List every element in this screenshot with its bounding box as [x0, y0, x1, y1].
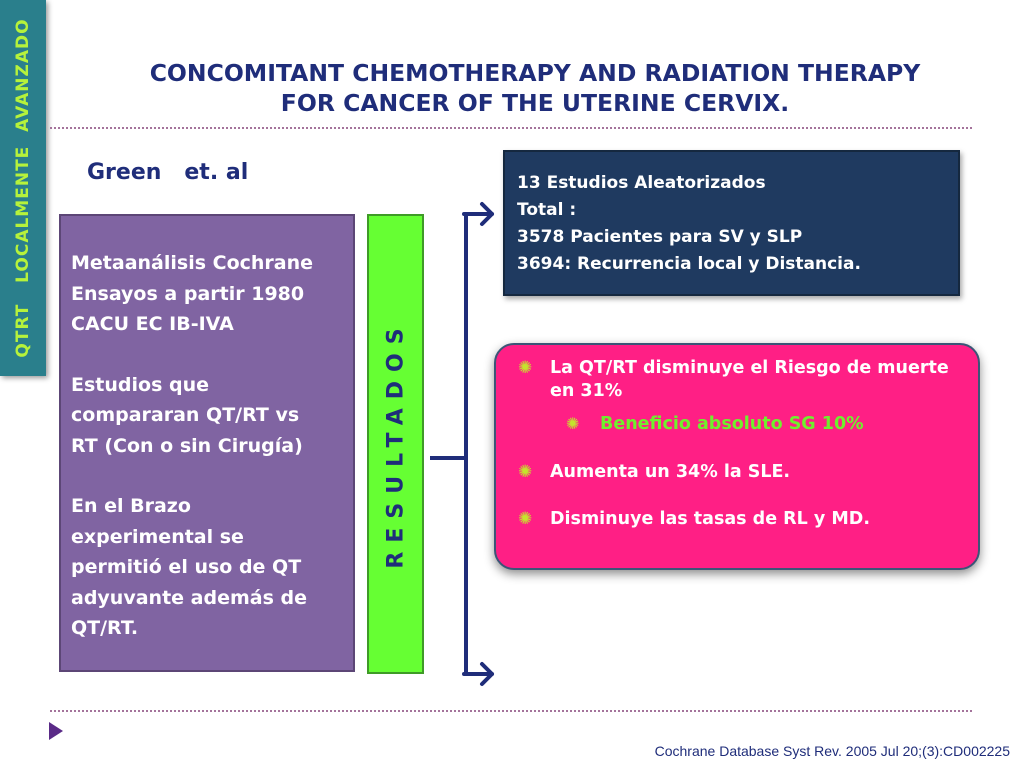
- sunburst-bullet-icon: ✺: [518, 462, 533, 482]
- sunburst-bullet-icon: ✺: [518, 358, 533, 378]
- methods-line: permitió el uso de QT: [71, 556, 302, 578]
- play-arrow-icon[interactable]: [49, 722, 63, 740]
- finding-item: ✺ Aumenta un 34% la SLE.: [518, 461, 968, 484]
- bottom-divider: [50, 710, 972, 712]
- finding-sub-text: Beneficio absoluto SG 10%: [600, 414, 864, 434]
- side-tab: QTRT LOCALMENTE AVANZADO: [0, 0, 46, 376]
- methods-line: experimental se: [71, 525, 244, 548]
- study-line: 13 Estudios Aleatorizados: [517, 173, 766, 193]
- slide-title-line-2: FOR CANCER OF THE UTERINE CERVIX.: [280, 89, 790, 117]
- study-line: 3694: Recurrencia local y Distancia.: [517, 254, 861, 274]
- results-bar: RESULTADOS: [367, 214, 424, 674]
- finding-item: ✺ Disminuye las tasas de RL y MD.: [518, 508, 968, 531]
- study-line: 3578 Pacientes para SV y SLP: [517, 227, 803, 247]
- methods-line: Ensayos a partir 1980: [71, 282, 305, 305]
- study-summary-box: 13 Estudios Aleatorizados Total : 3578 P…: [503, 150, 960, 296]
- study-line: Total :: [517, 200, 577, 220]
- methods-line: CACU EC IB-IVA: [71, 313, 234, 335]
- slide-title-line-1: CONCOMITANT CHEMOTHERAPY AND RADIATION T…: [149, 59, 921, 87]
- side-tab-label: QTRT LOCALMENTE AVANZADO: [13, 18, 33, 358]
- methods-line: RT (Con o sin Cirugía): [71, 434, 303, 457]
- finding-text: La QT/RT disminuye el Riesgo de muerte e…: [550, 358, 949, 401]
- methods-line: Metaanálisis Cochrane: [71, 252, 314, 274]
- finding-item: ✺ La QT/RT disminuye el Riesgo de muerte…: [518, 357, 968, 403]
- author-label: Green et. al: [87, 160, 249, 185]
- methods-line: Estudios que: [71, 373, 210, 396]
- finding-text: Disminuye las tasas de RL y MD.: [550, 509, 870, 529]
- methods-paragraph-3: En el Brazo experimental se permitió el …: [71, 491, 343, 644]
- results-label: RESULTADOS: [383, 319, 408, 569]
- slide-title: CONCOMITANT CHEMOTHERAPY AND RADIATION T…: [60, 58, 1010, 118]
- methods-line: QT/RT.: [71, 617, 139, 639]
- finding-sub-item: ✺ Beneficio absoluto SG 10%: [566, 411, 968, 437]
- finding-text: Aumenta un 34% la SLE.: [550, 462, 791, 482]
- arrow-right-icon: [480, 202, 494, 226]
- citation-footer: Cochrane Database Syst Rev. 2005 Jul 20;…: [654, 743, 1010, 759]
- methods-line: compararan QT/RT vs: [71, 404, 300, 426]
- findings-box: ✺ La QT/RT disminuye el Riesgo de muerte…: [494, 343, 980, 570]
- bracket-connector: [430, 202, 494, 686]
- methods-box: Metaanálisis Cochrane Ensayos a partir 1…: [59, 214, 355, 672]
- methods-line: adyuvante además de: [71, 586, 307, 609]
- arrow-right-icon: [480, 662, 494, 686]
- methods-paragraph-2: Estudios que compararan QT/RT vs RT (Con…: [71, 370, 343, 462]
- sunburst-bullet-icon: ✺: [566, 414, 580, 433]
- top-divider: [50, 127, 972, 129]
- methods-line: En el Brazo: [71, 495, 191, 517]
- sunburst-bullet-icon: ✺: [518, 509, 533, 529]
- methods-paragraph-1: Metaanálisis Cochrane Ensayos a partir 1…: [71, 248, 343, 340]
